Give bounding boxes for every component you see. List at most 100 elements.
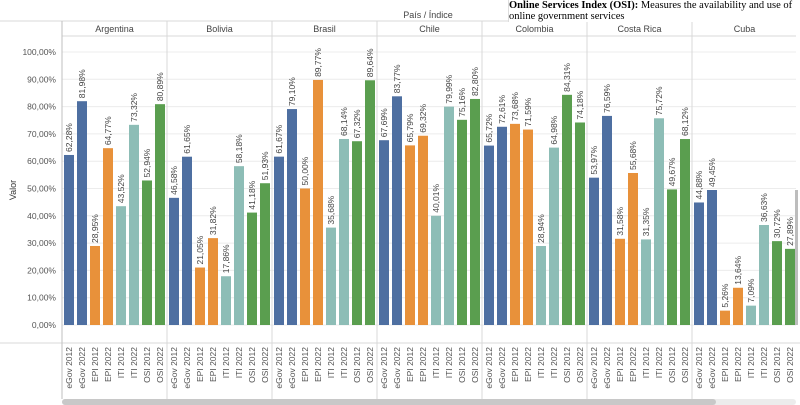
bar[interactable] (654, 118, 664, 326)
panel-header: Colombia (515, 24, 553, 34)
panel-colombia: Colombia 65,72% eGov 2012 72,61% eGov 2022 73… (481, 21, 585, 399)
data-label: 51,93% (260, 151, 270, 180)
bar[interactable] (208, 238, 218, 325)
bar[interactable] (379, 140, 389, 325)
x-tick-label: ITI 2022 (234, 347, 244, 378)
bar[interactable] (759, 225, 769, 325)
panel-brasil: Brasil 61,67% eGov 2012 79,10% eGov 2022 50,0… (271, 21, 375, 399)
scrollbar-thumb[interactable] (62, 399, 716, 405)
y-tick-label: 60,00% (27, 156, 56, 166)
bar[interactable] (457, 119, 467, 325)
bar[interactable] (641, 239, 651, 325)
bar[interactable] (720, 310, 730, 325)
bar[interactable] (103, 148, 113, 325)
bar[interactable] (680, 139, 690, 325)
x-tick-label: ITI 2012 (326, 347, 336, 378)
x-tick-label: OSI 2012 (352, 347, 362, 383)
x-tick-label: eGov 2022 (497, 347, 507, 389)
bar[interactable] (300, 188, 310, 326)
x-tick-label: eGov 2012 (274, 347, 284, 389)
bar[interactable] (169, 197, 179, 325)
data-label: 61,65% (182, 124, 192, 153)
bar[interactable] (116, 206, 126, 325)
bar[interactable] (694, 202, 704, 325)
bar[interactable] (510, 123, 520, 325)
bar[interactable] (602, 115, 612, 325)
bar[interactable] (431, 215, 441, 325)
data-label: 64,77% (103, 116, 113, 145)
panel-cuba: Cuba 44,88% eGov 2012 49,45% eGov 2022 5,26% E… (691, 21, 795, 399)
bar[interactable] (562, 94, 572, 325)
bar[interactable] (589, 177, 599, 325)
y-axis: 0,00% 10,00% 20,00% 30,00% 40,00% 50,00% 60,00… (22, 47, 56, 330)
x-tick-label: EPI 2012 (405, 347, 415, 382)
data-label: 62,28% (64, 123, 74, 152)
x-tick-label: eGov 2022 (392, 347, 402, 389)
data-label: 7,09% (746, 278, 756, 303)
bar[interactable] (352, 141, 362, 325)
bar[interactable] (260, 183, 270, 325)
bar[interactable] (405, 145, 415, 325)
bar[interactable] (484, 145, 494, 325)
y-tick-label: 40,00% (27, 211, 56, 221)
bar[interactable] (497, 126, 507, 326)
bar[interactable] (628, 172, 638, 325)
bar[interactable] (326, 227, 336, 325)
bar[interactable] (182, 156, 192, 325)
bar[interactable] (142, 180, 152, 325)
bar[interactable] (313, 79, 323, 325)
horizontal-scrollbar[interactable] (62, 399, 796, 405)
bar[interactable] (247, 212, 257, 325)
bar[interactable] (392, 96, 402, 326)
data-label: 67,69% (379, 108, 389, 137)
bar[interactable] (444, 106, 454, 326)
bar[interactable] (155, 104, 165, 325)
bar[interactable] (77, 101, 87, 325)
x-tick-label: OSI 2012 (562, 347, 572, 383)
bar[interactable] (365, 80, 375, 325)
vertical-scrollbar[interactable] (795, 190, 798, 325)
bar[interactable] (470, 98, 480, 326)
bar[interactable] (667, 189, 677, 325)
x-tick-label: OSI 2022 (155, 347, 165, 383)
panel-header: Argentina (95, 24, 134, 34)
x-tick-label: OSI 2022 (785, 347, 795, 383)
bar[interactable] (575, 122, 585, 325)
bar[interactable] (746, 305, 756, 325)
data-label: 13,64% (733, 255, 743, 284)
x-tick-label: OSI 2012 (457, 347, 467, 383)
bar[interactable] (733, 287, 743, 325)
bar[interactable] (64, 154, 74, 325)
x-tick-label: eGov 2022 (602, 347, 612, 389)
panel-header: Cuba (734, 24, 756, 34)
x-tick-label: OSI 2012 (667, 347, 677, 383)
bar[interactable] (785, 248, 795, 325)
bar[interactable] (339, 138, 349, 325)
bar[interactable] (234, 166, 244, 325)
x-tick-label: eGov 2022 (287, 347, 297, 389)
bar[interactable] (615, 238, 625, 325)
bar[interactable] (287, 109, 297, 325)
data-label: 67,32% (352, 109, 362, 138)
bar[interactable] (549, 147, 559, 325)
x-tick-label: EPI 2022 (313, 347, 323, 382)
x-tick-label: ITI 2012 (746, 347, 756, 378)
bar[interactable] (90, 245, 100, 325)
bar[interactable] (221, 276, 231, 325)
tooltip: Online Services Index (OSI): Measures th… (508, 0, 800, 22)
bar[interactable] (772, 241, 782, 325)
bar[interactable] (418, 135, 428, 325)
data-label: 30,72% (772, 209, 782, 238)
bar[interactable] (195, 267, 205, 325)
data-label: 17,86% (221, 244, 231, 273)
bar[interactable] (274, 156, 284, 325)
panel-header: Brasil (313, 24, 336, 34)
bar[interactable] (523, 129, 533, 325)
bar[interactable] (129, 124, 139, 326)
data-label: 89,77% (313, 48, 323, 77)
y-tick-label: 80,00% (27, 102, 56, 112)
bar[interactable] (707, 190, 717, 325)
column-header: País / Índice (403, 10, 453, 20)
bar[interactable] (536, 245, 546, 325)
x-tick-label: EPI 2012 (300, 347, 310, 382)
